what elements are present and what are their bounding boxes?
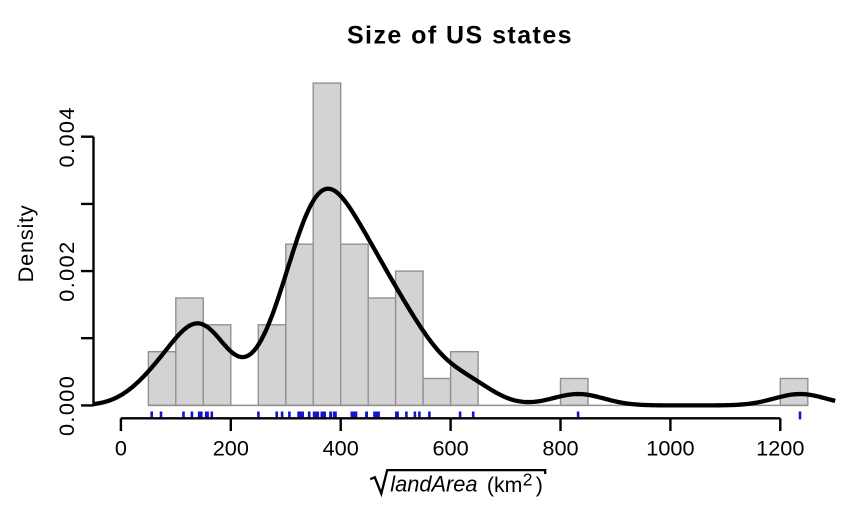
- svg-text:0: 0: [115, 435, 127, 460]
- svg-text:400: 400: [323, 435, 359, 460]
- svg-text:200: 200: [213, 435, 249, 460]
- svg-text:0.000: 0.000: [54, 375, 79, 436]
- svg-text:0.004: 0.004: [54, 106, 79, 167]
- svg-text:2: 2: [523, 469, 533, 489]
- svg-text:1200: 1200: [756, 435, 804, 460]
- svg-text:0.002: 0.002: [54, 240, 79, 301]
- svg-text:Density: Density: [13, 204, 38, 282]
- svg-text:600: 600: [433, 435, 469, 460]
- svg-text:(km: (km: [487, 473, 522, 497]
- svg-text:800: 800: [542, 435, 578, 460]
- svg-text:): ): [536, 473, 543, 497]
- svg-text:Size of US states: Size of US states: [347, 21, 573, 49]
- svg-text:1000: 1000: [646, 435, 694, 460]
- svg-text:landArea: landArea: [390, 472, 477, 497]
